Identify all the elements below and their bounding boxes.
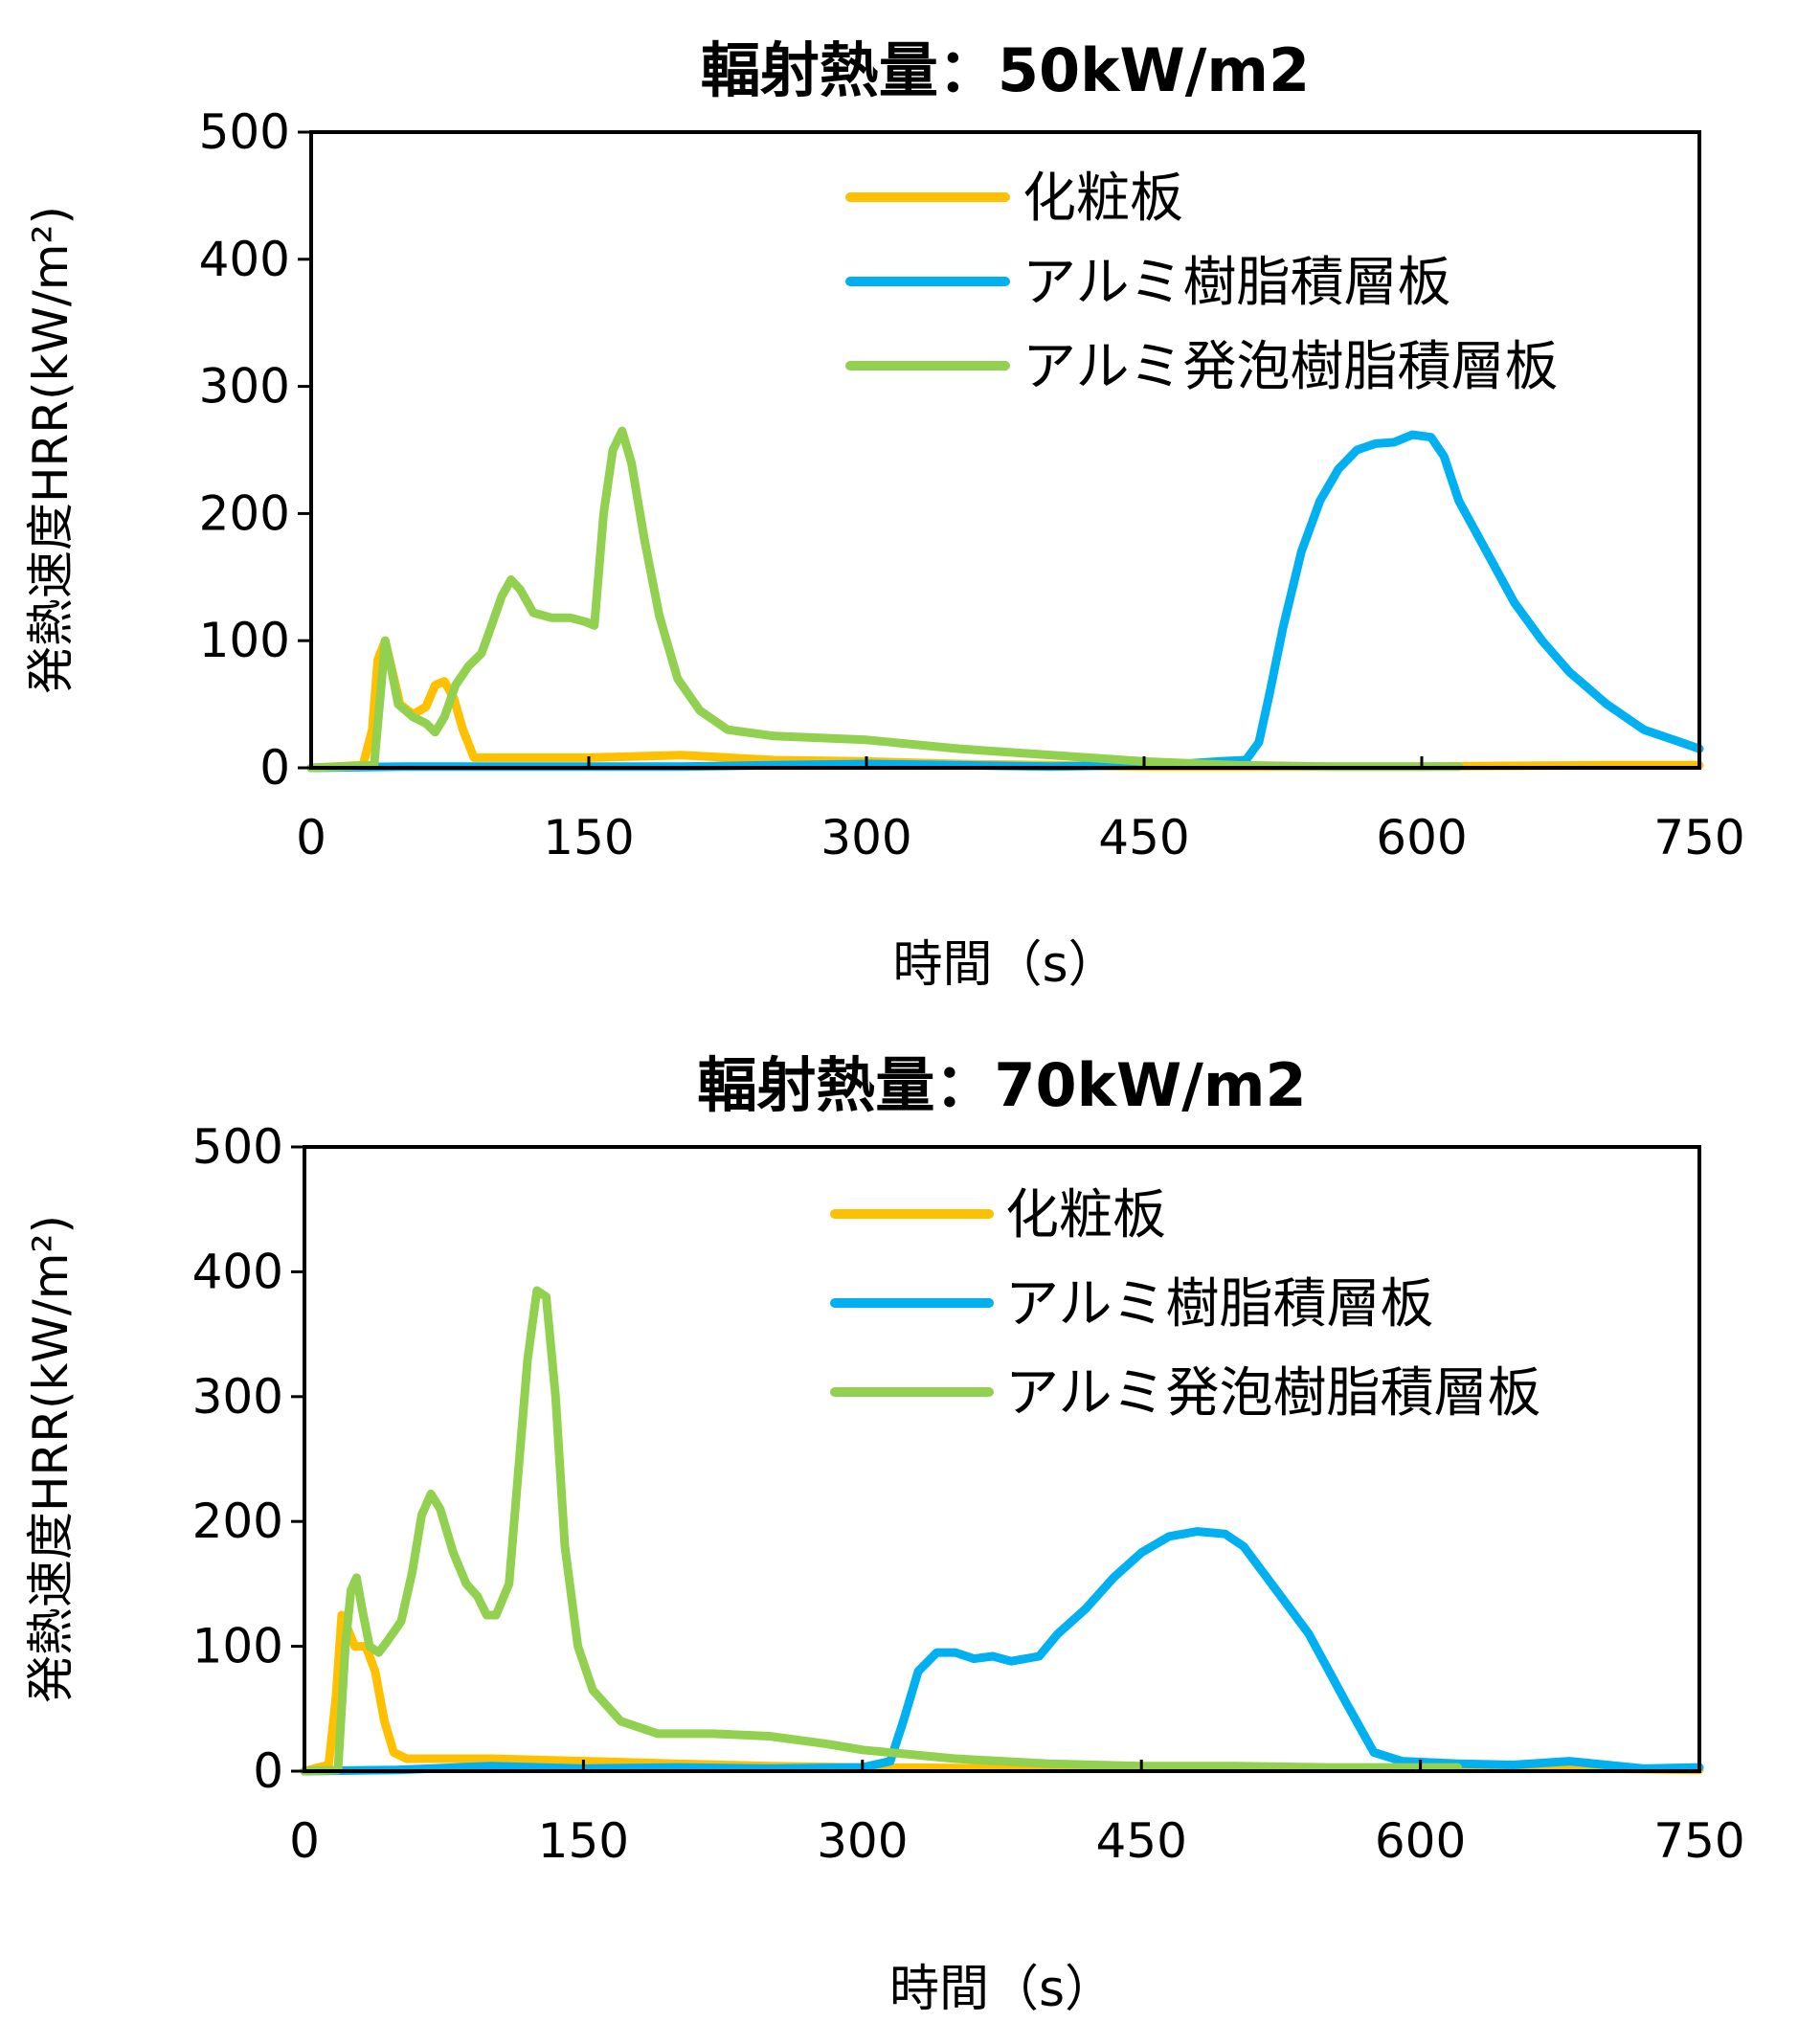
x-tick-label: 450 [1098,810,1189,865]
plot-area-frame [309,130,1701,770]
legend-label-3: アルミ発泡樹脂積層板 [1005,1362,1540,1425]
x-tick-label: 0 [296,810,326,865]
y-tick-label: 400 [192,1244,283,1299]
x-tick-label: 450 [1095,1813,1186,1869]
y-tick-label: 200 [199,485,290,541]
y-axis-label: 発熱速度HRR(kW/m²) [23,1215,79,1703]
series-line-1 [300,1610,1704,1776]
y-tick-label: 200 [192,1494,283,1549]
series-lines [306,426,1704,773]
y-axis-label: 発熱速度HRR(kW/m²) [23,206,79,694]
legend-label-2: アルミ樹脂積層板 [1023,252,1450,314]
y-tick-label: 100 [199,613,290,668]
y-tick-label: 100 [192,1619,283,1674]
chart-2: 輻射熱量：70kW/m2 0 100 200 300 400 500 0 150 300 450 60… [23,1050,1745,2018]
series-line-2 [306,430,1704,773]
legend-label-1: 化粧板 [1023,168,1183,230]
x-tick-label: 150 [538,1813,629,1869]
x-tick-label: 150 [543,810,634,865]
chart-title: 輻射熱量：70kW/m2 [697,1050,1306,1120]
plot-area-frame [303,1145,1701,1773]
x-tick-label: 300 [817,1813,908,1869]
legend-label-1: 化粧板 [1005,1184,1166,1247]
x-tick-label: 600 [1376,810,1467,865]
chart-title: 輻射熱量：50kW/m2 [701,35,1310,105]
x-tick-label: 750 [1653,1813,1744,1869]
y-tick-label: 300 [199,359,290,415]
y-tick-label: 300 [192,1369,283,1425]
y-tick-label: 0 [253,1743,283,1799]
x-tick-label: 300 [820,810,911,865]
y-tick-label: 500 [192,1119,283,1175]
y-tick-label: 400 [199,232,290,287]
x-tick-label: 600 [1375,1813,1466,1869]
x-axis-label: 時間（s） [892,936,1117,994]
series-line-3 [300,1286,1462,1776]
chart-1: 輻射熱量：50kW/m2 0 100 200 300 400 500 0 150 300 450 60… [23,35,1745,994]
y-tick-label: 500 [199,104,290,160]
legend-label-2: アルミ樹脂積層板 [1005,1273,1433,1336]
series-line-3 [306,426,1464,773]
x-tick-label: 750 [1653,810,1744,865]
x-tick-label: 0 [289,1813,320,1869]
x-axis-label: 時間（s） [889,1961,1114,2018]
y-tick-label: 0 [259,740,290,796]
legend-label-3: アルミ発泡樹脂積層板 [1023,336,1558,398]
